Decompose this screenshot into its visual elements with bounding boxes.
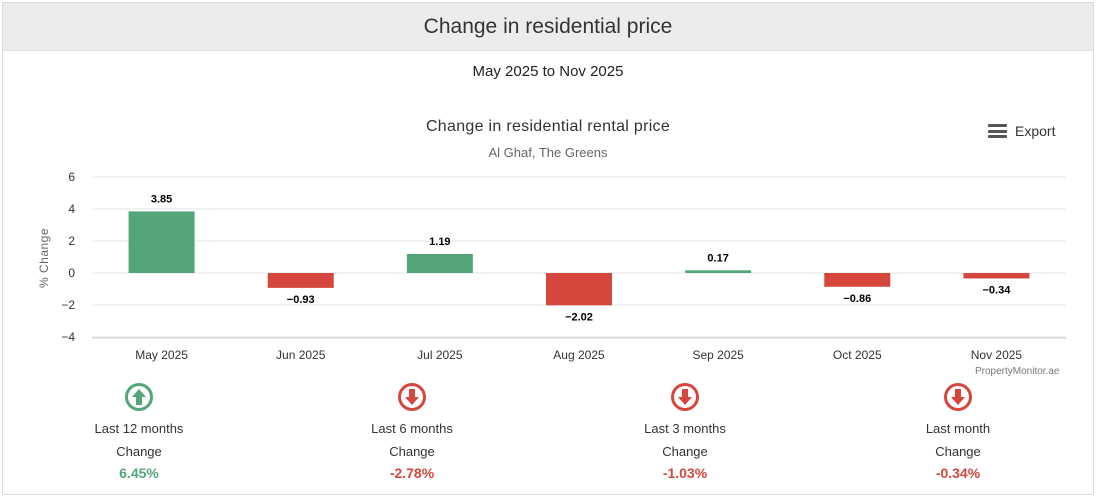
bar-sep-2025[interactable] (685, 270, 752, 273)
y-tick-label: −2 (61, 298, 75, 312)
stat-period: Last 12 months (94, 421, 184, 436)
arrow-down-circle-icon (398, 383, 426, 411)
data-label: −2.02 (565, 311, 593, 323)
bar-jun-2025[interactable] (267, 273, 334, 288)
stat-last-month: Last month Change -0.34% (878, 382, 1038, 481)
stat-last-6-months: Last 6 months Change -2.78% (332, 382, 492, 481)
x-tick-label: May 2025 (135, 348, 188, 362)
panel-title: Change in residential price (3, 3, 1093, 51)
chart-subtitle: Al Ghaf, The Greens (488, 145, 608, 160)
y-tick-label: 4 (68, 202, 75, 216)
chart-title: Change in residential rental price (425, 118, 671, 135)
stat-value: -1.03% (662, 465, 708, 481)
stat-last-12-months: Last 12 months Change 6.45% (59, 382, 219, 481)
arrow-down-circle-icon (671, 383, 699, 411)
stat-last-3-months: Last 3 months Change -1.03% (605, 382, 765, 481)
data-label: −0.86 (843, 293, 871, 305)
data-label: −0.34 (983, 284, 1012, 296)
hamburger-menu-icon (988, 124, 1007, 138)
arrow-up-circle-icon (125, 383, 153, 411)
stat-period: Last month (925, 421, 991, 436)
export-label: Export (1015, 123, 1056, 139)
y-tick-label: 0 (68, 266, 75, 280)
bar-jul-2025[interactable] (406, 253, 473, 273)
export-button[interactable]: Export (988, 121, 1055, 141)
arrow-down-circle-icon (944, 383, 972, 411)
y-tick-label: 2 (68, 234, 75, 248)
y-axis-label: % Change (37, 228, 51, 288)
stat-value: 6.45% (119, 465, 159, 481)
bar-nov-2025[interactable] (963, 273, 1030, 279)
x-tick-label: Jul 2025 (417, 348, 463, 362)
stat-period: Last 3 months (644, 421, 726, 436)
stat-label: Change (116, 444, 162, 459)
stat-value: -0.34% (935, 465, 981, 481)
data-label: 1.19 (429, 236, 450, 248)
x-tick-label: Oct 2025 (833, 348, 882, 362)
stat-period: Last 6 months (371, 421, 453, 436)
y-tick-label: −4 (61, 330, 75, 344)
y-tick-label: 6 (68, 170, 75, 184)
x-tick-label: Sep 2025 (692, 348, 744, 362)
data-label: 0.17 (707, 252, 728, 264)
data-label: 3.85 (151, 193, 172, 205)
stat-label: Change (935, 444, 981, 459)
bar-aug-2025[interactable] (546, 273, 612, 306)
x-tick-label: Nov 2025 (971, 348, 1023, 362)
stat-value: -2.78% (389, 465, 435, 481)
bar-oct-2025[interactable] (824, 273, 891, 287)
x-tick-label: Aug 2025 (553, 348, 605, 362)
period-range: May 2025 to Nov 2025 (472, 63, 624, 80)
watermark: PropertyMonitor.ae (975, 366, 1060, 377)
x-tick-label: Jun 2025 (276, 348, 326, 362)
data-label: −0.93 (287, 294, 315, 306)
stat-label: Change (662, 444, 708, 459)
stat-label: Change (389, 444, 435, 459)
bar-may-2025[interactable] (128, 211, 195, 273)
